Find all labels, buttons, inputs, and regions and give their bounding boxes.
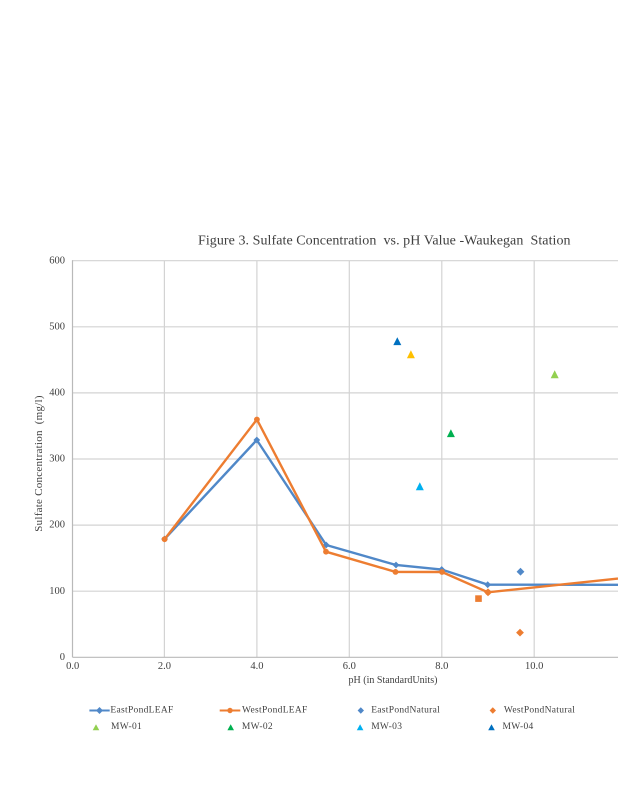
svg-text:WestPondNatural: WestPondNatural	[504, 705, 575, 715]
svg-text:10.0: 10.0	[525, 661, 543, 672]
svg-text:300: 300	[49, 454, 65, 465]
svg-text:0: 0	[60, 652, 65, 663]
svg-text:MW-04: MW-04	[503, 722, 534, 732]
svg-text:WestPondLEAF: WestPondLEAF	[242, 705, 308, 715]
svg-text:pH (in StandardUnits): pH (in StandardUnits)	[349, 675, 438, 686]
svg-text:MW-02: MW-02	[242, 722, 273, 732]
svg-text:EastPondLEAF: EastPondLEAF	[110, 705, 173, 715]
svg-text:EastPondNatural: EastPondNatural	[371, 705, 440, 715]
svg-text:MW-01: MW-01	[111, 722, 142, 732]
svg-text:500: 500	[49, 321, 65, 332]
svg-text:Figure 3. Sulfate Concentratio: Figure 3. Sulfate Concentration vs. pH V…	[198, 234, 571, 249]
svg-text:100: 100	[49, 586, 65, 597]
svg-text:6.0: 6.0	[343, 661, 356, 672]
svg-text:200: 200	[49, 520, 65, 531]
svg-text:0.0: 0.0	[66, 661, 79, 672]
svg-text:MW-03: MW-03	[371, 722, 402, 732]
svg-text:2.0: 2.0	[158, 661, 171, 672]
svg-text:8.0: 8.0	[435, 661, 448, 672]
svg-text:400: 400	[49, 388, 65, 399]
svg-text:4.0: 4.0	[250, 661, 263, 672]
svg-text:Sulfate Concentration (mg/l): Sulfate Concentration (mg/l)	[33, 395, 45, 532]
svg-text:600: 600	[49, 255, 65, 266]
